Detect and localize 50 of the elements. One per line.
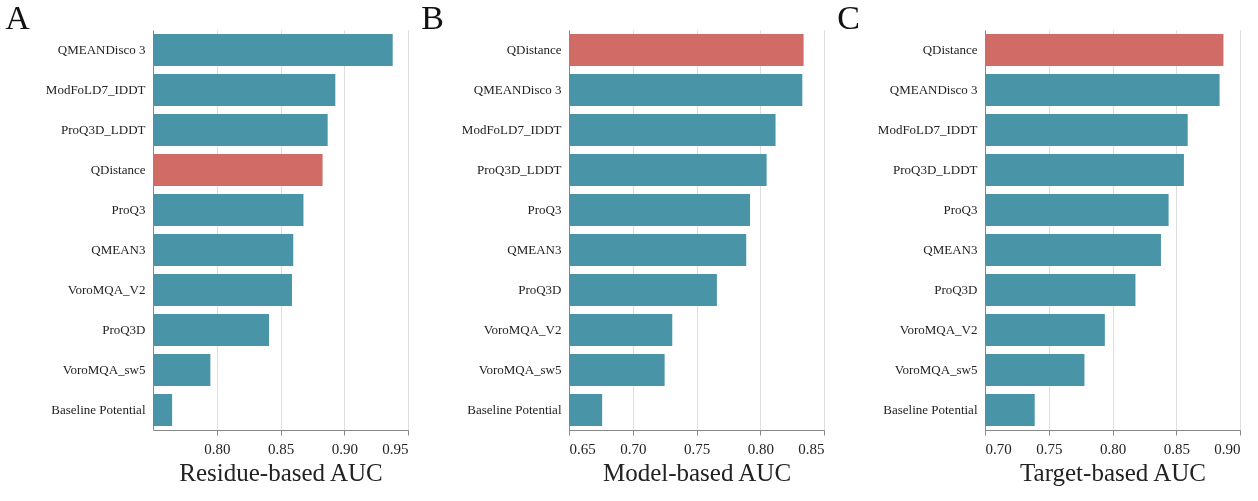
y-tick-label: ProQ3D <box>102 322 146 337</box>
y-tick-label: VoroMQA_V2 <box>899 322 978 337</box>
x-axis-title: Model-based AUC <box>602 458 792 486</box>
x-tick-label: 0.70 <box>620 440 647 457</box>
x-tick-label: 0.80 <box>204 440 231 457</box>
y-tick-label: QMEAN3 <box>923 242 978 257</box>
x-tick-label: 0.95 <box>382 440 409 457</box>
y-tick-label: ProQ3 <box>111 202 146 217</box>
x-tick-label: 0.80 <box>1099 440 1127 457</box>
y-tick-label: QMEAN3 <box>507 242 562 257</box>
y-tick-label: VoroMQA_sw5 <box>894 362 978 377</box>
x-tick-label: 0.80 <box>747 440 774 457</box>
y-tick-label: VoroMQA_sw5 <box>62 362 146 377</box>
y-tick-label: VoroMQA_sw5 <box>478 362 562 377</box>
y-tick-label: ProQ3D <box>934 282 978 297</box>
y-tick-label: ProQ3D_LDDT <box>61 122 146 137</box>
chart-title: C <box>837 0 861 36</box>
chart-title: B <box>421 0 445 36</box>
y-tick-label: QMEANDisco 3 <box>889 82 978 97</box>
y-tick-label: ModFoLD7_IDDT <box>45 82 146 97</box>
y-tick-label: VoroMQA_V2 <box>483 322 562 337</box>
x-tick-label: 0.65 <box>569 440 596 457</box>
y-tick-label: ProQ3 <box>943 202 978 217</box>
x-tick-label: 0.90 <box>1214 440 1241 457</box>
x-axis-title: Residue-based AUC <box>179 458 383 486</box>
x-tick-label: 0.85 <box>1163 440 1190 457</box>
y-tick-label: QMEANDisco 3 <box>57 42 146 57</box>
y-tick-label: ProQ3 <box>527 202 562 217</box>
x-tick-label: 0.70 <box>985 440 1012 457</box>
y-tick-label: QDistance <box>922 42 978 57</box>
x-tick-label: 0.75 <box>683 440 711 457</box>
y-tick-label: QMEANDisco 3 <box>473 82 562 97</box>
y-tick-label: Baseline Potential <box>467 402 562 417</box>
y-tick-label: QMEAN3 <box>91 242 146 257</box>
y-tick-label: Baseline Potential <box>51 402 146 417</box>
x-tick-label: 0.85 <box>267 440 295 457</box>
y-tick-label: Baseline Potential <box>883 402 978 417</box>
y-tick-label: ProQ3D_LDDT <box>893 162 978 177</box>
y-tick-label: QDistance <box>506 42 562 57</box>
y-tick-label: ProQ3D_LDDT <box>477 162 562 177</box>
y-tick-label: ProQ3D <box>518 282 562 297</box>
y-tick-label: ModFoLD7_IDDT <box>877 122 978 137</box>
x-tick-label: 0.75 <box>1036 440 1063 457</box>
chart-title: A <box>5 0 31 36</box>
y-tick-label: ModFoLD7_IDDT <box>461 122 562 137</box>
y-tick-label: QDistance <box>90 162 146 177</box>
x-tick-label: 0.85 <box>798 440 825 457</box>
y-tick-label: VoroMQA_V2 <box>67 282 146 297</box>
x-axis-title: Target-based AUC <box>1020 458 1206 486</box>
x-tick-label: 0.90 <box>331 440 358 457</box>
